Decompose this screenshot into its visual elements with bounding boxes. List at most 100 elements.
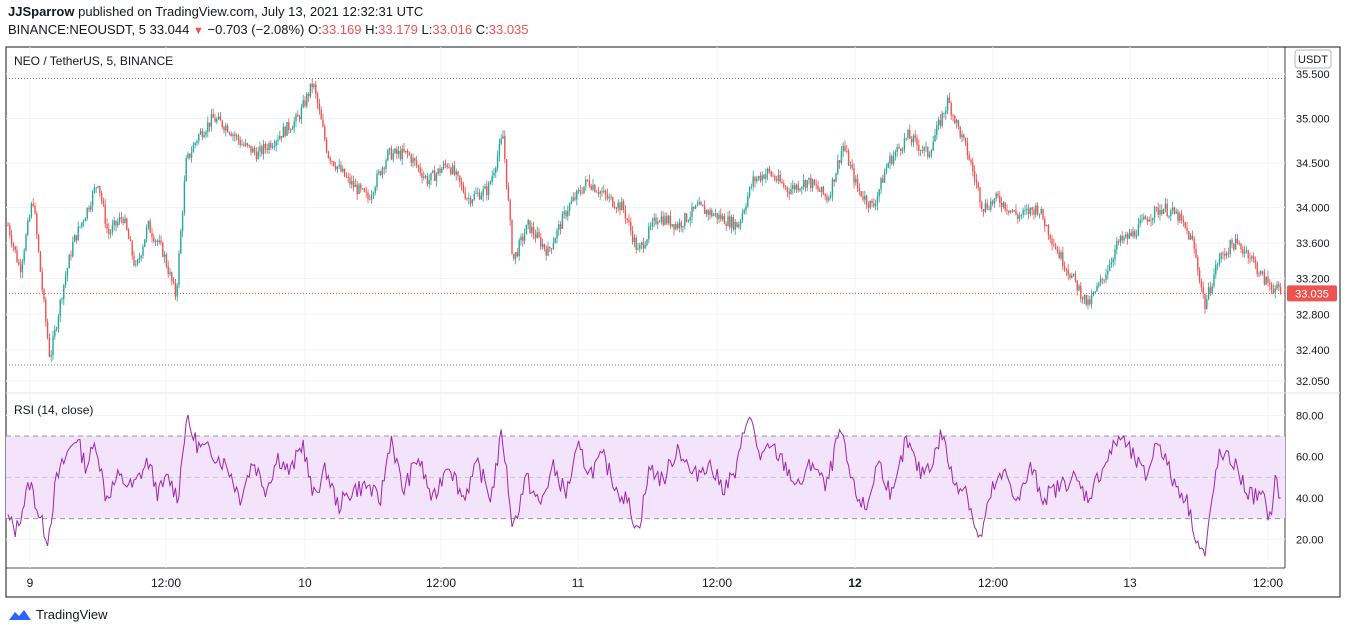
candle-body — [1045, 225, 1048, 227]
candle-body — [761, 175, 763, 181]
time-tick-label: 11 — [572, 576, 585, 590]
candle-body — [756, 178, 758, 182]
candle-body — [39, 251, 42, 272]
candle-body — [1006, 209, 1008, 211]
candle-body — [531, 226, 533, 233]
candle-body — [534, 234, 537, 239]
candle-body — [1256, 263, 1258, 274]
candle-body — [912, 135, 915, 143]
candle-body — [320, 110, 322, 120]
candle-body — [1103, 279, 1105, 281]
candle-body — [124, 218, 126, 223]
candle-body — [228, 132, 231, 134]
candle-body — [1134, 231, 1136, 237]
publisher-line: JJSparrow published on TradingView.com, … — [8, 4, 423, 19]
currency-button[interactable] — [1294, 49, 1332, 69]
candle-body — [1238, 243, 1240, 245]
close-label: C: — [475, 22, 489, 37]
candle-body — [842, 145, 844, 152]
candle-body — [100, 192, 103, 201]
candle-body — [712, 214, 715, 217]
candle-body — [997, 193, 999, 196]
candle-body — [586, 179, 589, 181]
candle-body — [518, 240, 520, 257]
candle-body — [1207, 287, 1210, 300]
high-label: H: — [365, 22, 379, 37]
candle-body — [246, 143, 249, 145]
candle-body — [664, 216, 666, 225]
candle-body — [1031, 207, 1033, 210]
candle-body — [1224, 253, 1226, 256]
candle-body — [108, 228, 110, 234]
candle-body — [721, 215, 724, 220]
candle-body — [397, 150, 400, 154]
candle-body — [799, 188, 801, 191]
rsi-tick-label: 80.00 — [1296, 410, 1324, 422]
candle-body — [714, 213, 717, 215]
candle-body — [894, 151, 897, 156]
candle-body — [1278, 284, 1280, 288]
candle-body — [856, 178, 859, 189]
candle-body — [901, 149, 904, 152]
candle-body — [624, 209, 627, 219]
candle-body — [1258, 273, 1260, 275]
candle-body — [642, 242, 645, 249]
candle-body — [1231, 240, 1233, 245]
candle-body — [442, 163, 445, 169]
candle-body — [608, 196, 610, 199]
candle-body — [574, 197, 576, 200]
candle-body — [1180, 213, 1183, 221]
candle-body — [1175, 211, 1177, 214]
candle-body — [394, 148, 396, 154]
candle-body — [651, 221, 654, 227]
candle-body — [376, 173, 378, 188]
tradingview-logo-icon[interactable] — [8, 608, 32, 622]
candle-body — [1069, 274, 1071, 278]
candle-body — [1008, 210, 1010, 213]
candle-body — [1189, 235, 1192, 240]
candle-body — [153, 237, 155, 242]
publisher-name[interactable]: JJSparrow — [8, 4, 75, 19]
rsi-title: RSI (14, close) — [14, 403, 93, 417]
candle-body — [703, 206, 706, 214]
candle-body — [64, 276, 67, 285]
candle-body — [1242, 249, 1244, 254]
candle-body — [1225, 253, 1228, 256]
close-value: 33.035 — [488, 22, 529, 37]
candle-body — [403, 148, 405, 152]
candle-body — [232, 134, 234, 137]
candle-body — [163, 254, 166, 257]
candle-body — [676, 224, 679, 229]
candle-body — [781, 181, 783, 184]
candle-body — [469, 198, 472, 204]
candle-body — [1161, 210, 1163, 214]
footer-brand[interactable]: TradingView — [36, 607, 108, 622]
candle-body — [1215, 264, 1217, 275]
candle-body — [253, 148, 256, 153]
candle-body — [1065, 269, 1068, 271]
candle-body — [286, 122, 288, 136]
candle-body — [523, 234, 526, 241]
candle-body — [199, 131, 202, 135]
candle-body — [1011, 210, 1014, 212]
candle-body — [1218, 258, 1221, 265]
candle-body — [300, 107, 303, 120]
candle-body — [1197, 257, 1199, 271]
candle-body — [176, 285, 178, 297]
candle-body — [104, 204, 106, 224]
candle-body — [205, 131, 207, 136]
candle-body — [477, 192, 479, 194]
candle-body — [588, 180, 591, 187]
candle-body — [343, 168, 346, 177]
candle-body — [795, 184, 798, 190]
candle-body — [50, 355, 52, 357]
candle-body — [1150, 219, 1152, 221]
candle-body — [750, 186, 753, 188]
candle-body — [338, 164, 340, 167]
candle-body — [178, 253, 180, 286]
candle-body — [482, 188, 484, 196]
candle-body — [860, 191, 862, 197]
candle-body — [977, 182, 979, 188]
candle-body — [516, 252, 519, 257]
